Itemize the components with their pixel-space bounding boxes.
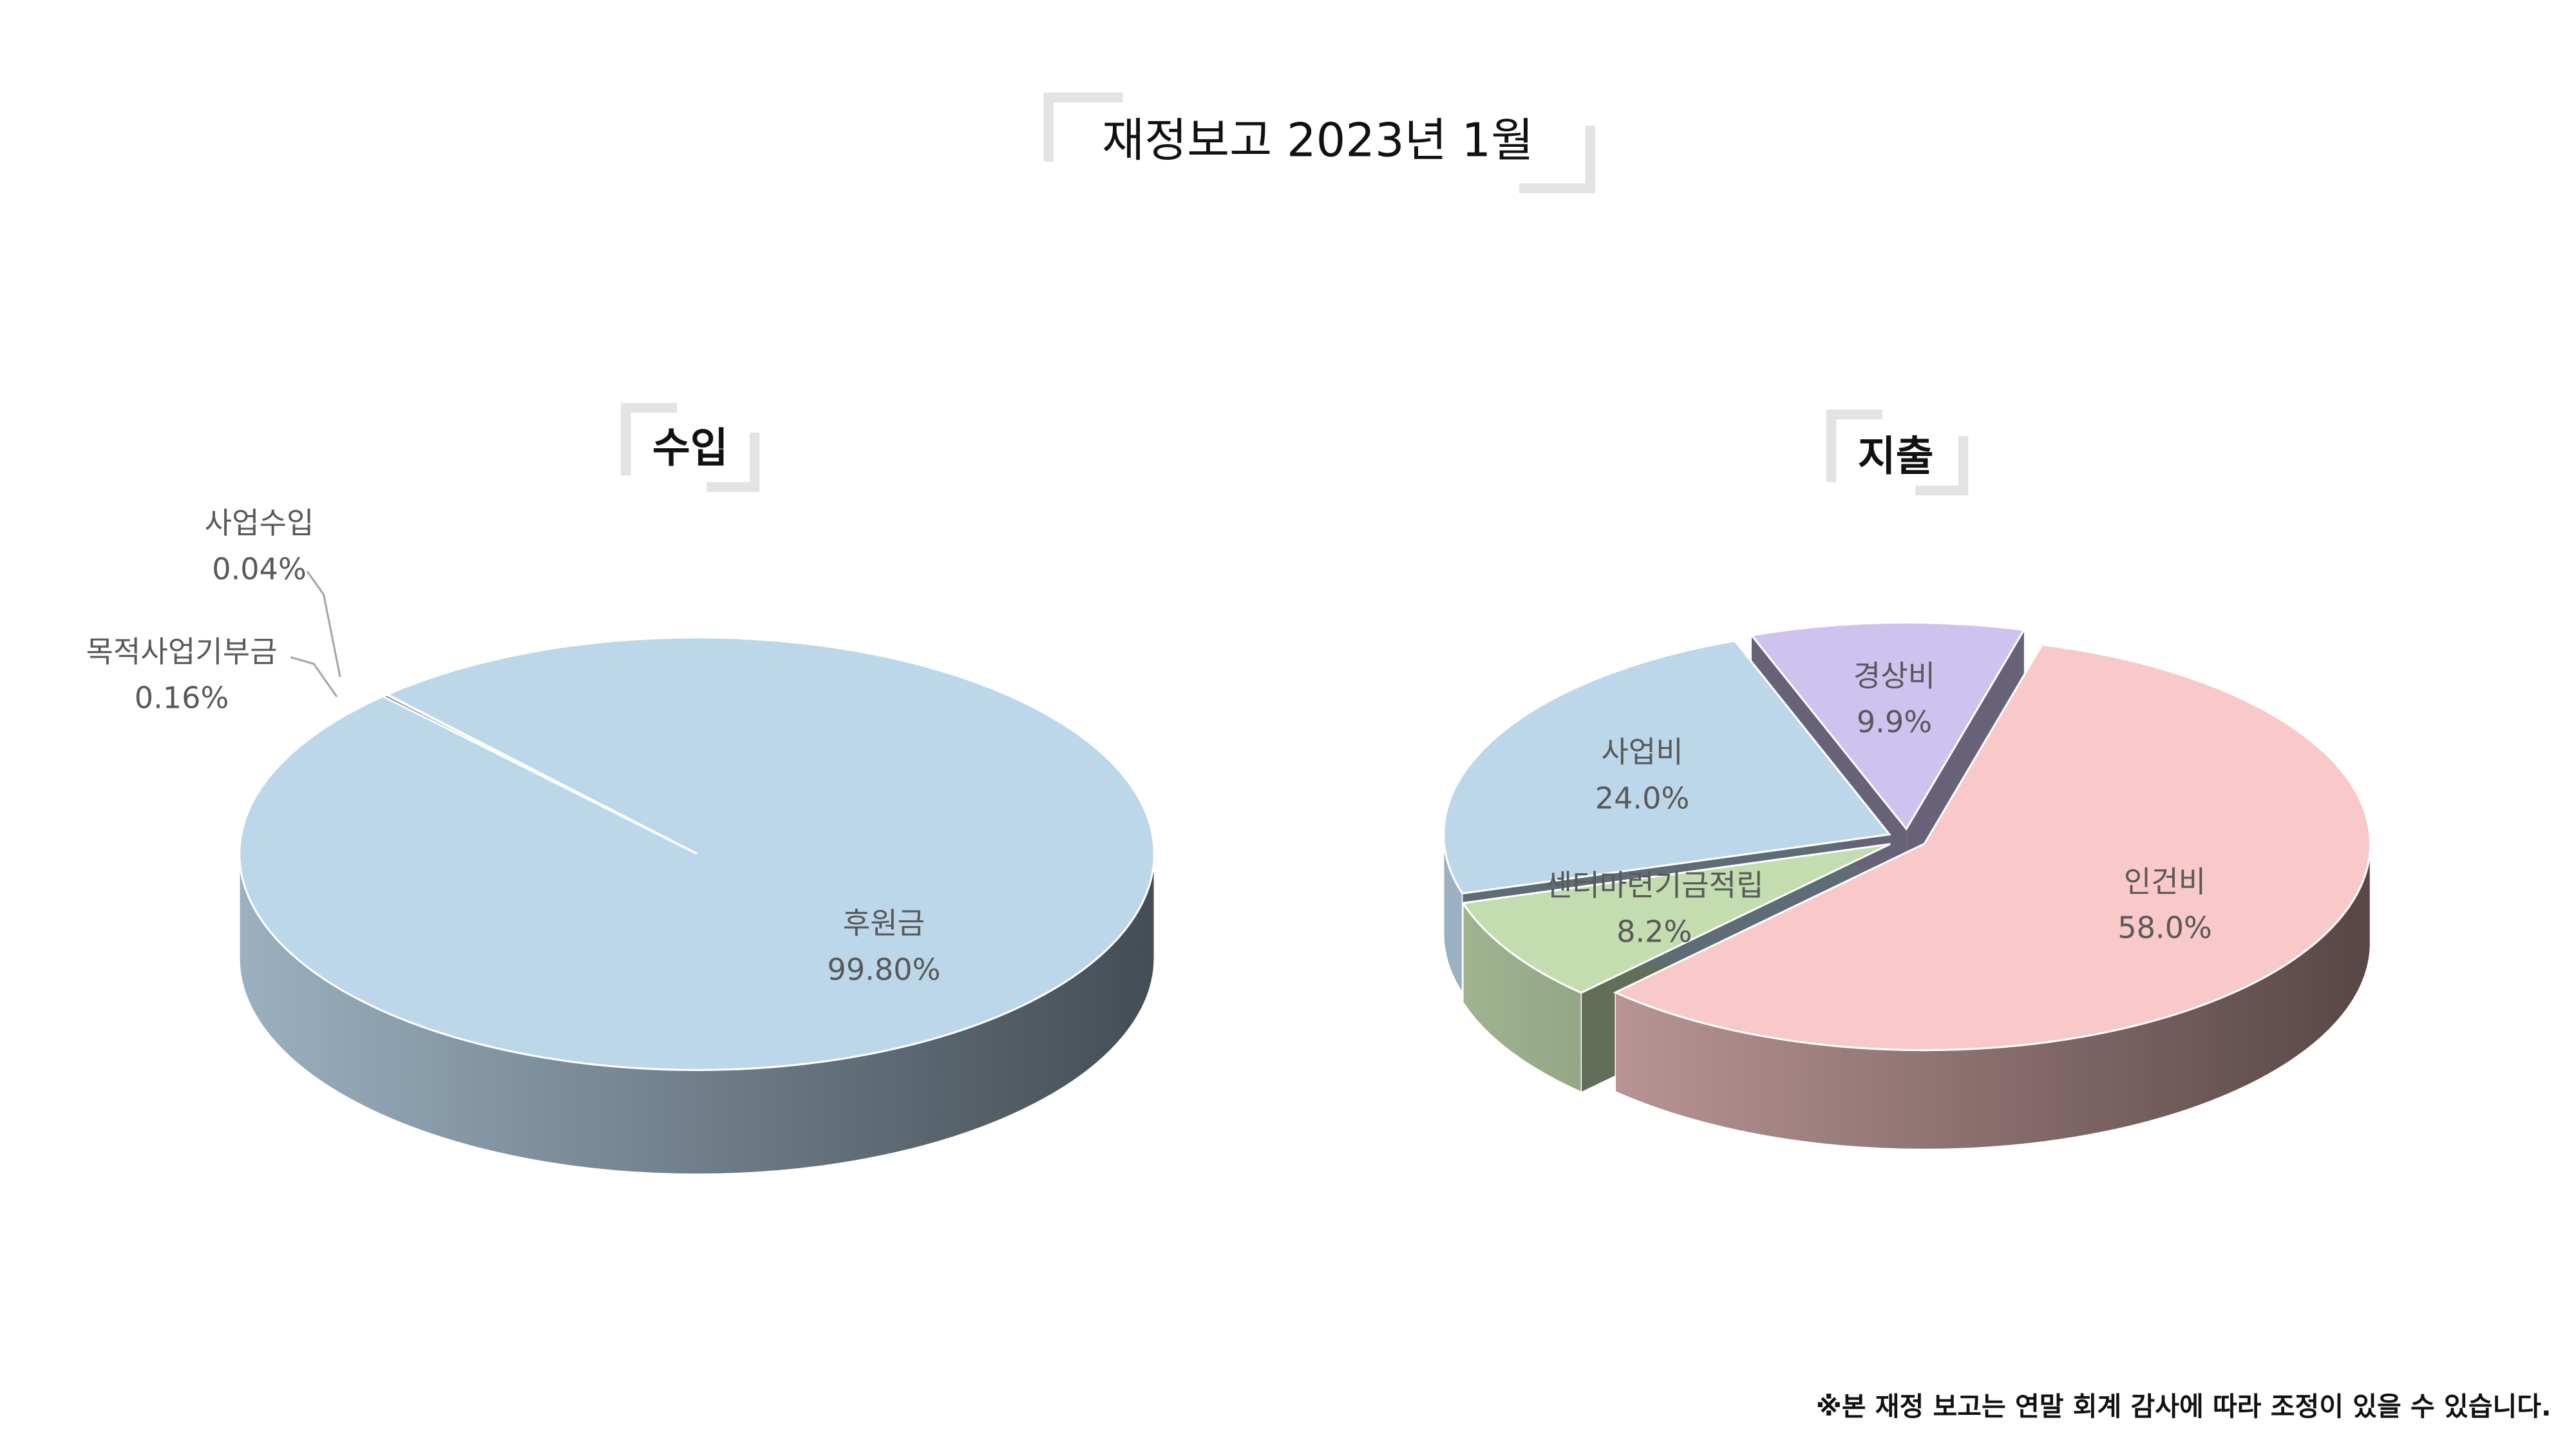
value-label: 58.0%	[2117, 911, 2212, 945]
value-label: 0.16%	[135, 681, 229, 715]
value-label: 8.2%	[1616, 914, 1692, 949]
slice	[238, 636, 1155, 1072]
slice	[1750, 621, 2026, 831]
value-label: 24.0%	[1595, 781, 1690, 815]
value-label: 0.04%	[212, 552, 307, 587]
slice	[1461, 843, 1891, 994]
slice-label: 센터마련기금적립	[1545, 868, 1764, 903]
leader-line	[306, 571, 341, 677]
leader-line	[290, 656, 338, 697]
slice	[384, 693, 697, 855]
decoration	[1043, 92, 1123, 162]
value-label: 9.9%	[1857, 705, 1932, 739]
decoration	[1915, 435, 1969, 496]
chart-title: 수입	[652, 425, 728, 473]
decoration	[706, 432, 760, 493]
slice-label: 목적사업기부금	[86, 634, 277, 669]
slice-label: 경상비	[1853, 658, 1935, 693]
value-label: 99.80%	[828, 952, 941, 987]
slice	[1443, 639, 1891, 895]
slice-label: 인건비	[2124, 864, 2206, 899]
slice-label: 사업수입	[205, 506, 314, 540]
slice-label: 후원금	[843, 906, 925, 941]
decoration	[1519, 125, 1595, 193]
footnote: ※본 재정 보고는 연말 회계 감사에 따라 조정이 있을 수 있습니다.	[1816, 1391, 2552, 1422]
slice	[1613, 643, 2372, 1052]
charts: 후원금 99.80% 목적사업기부금 0.16% 사업수입 0.04% 인건비 58.0% 센터…	[86, 506, 2372, 1175]
chart-title: 지출	[1858, 433, 1934, 480]
decoration	[621, 402, 677, 476]
page-title: 재정보고 2023년 1월	[1102, 113, 1533, 167]
pie-chart: 후원금 99.80% 목적사업기부금 0.16% 사업수입 0.04%	[86, 506, 1155, 1175]
decoration	[1826, 409, 1883, 482]
slice-label: 사업비	[1601, 735, 1683, 770]
pie-chart: 인건비 58.0% 센터마련기금적립 8.2% 사업비 24.0% 경상비 9.9%	[1443, 621, 2372, 1150]
